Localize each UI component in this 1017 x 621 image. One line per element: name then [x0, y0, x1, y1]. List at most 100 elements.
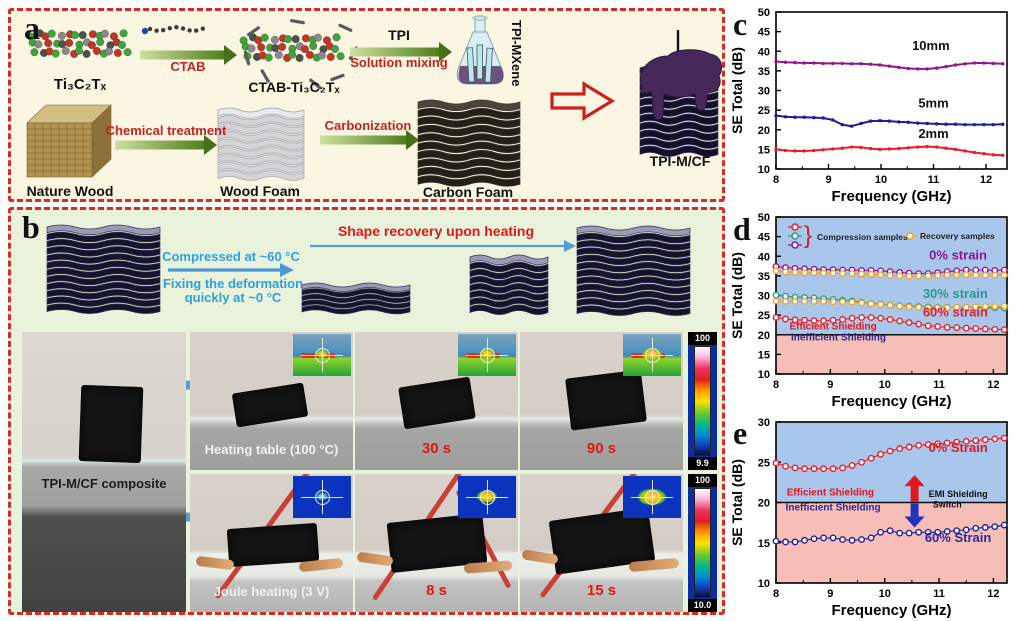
photo-joule-15s: 15 s	[520, 474, 683, 612]
annotation: Inefficient Shielding	[791, 333, 886, 344]
thermal-inset	[458, 476, 516, 518]
y-axis-label: SE Total (dB)	[730, 252, 745, 339]
svg-text:10: 10	[758, 369, 770, 381]
annotation: 0% Strain	[928, 440, 987, 455]
switch-up-arrow	[904, 475, 925, 502]
annotation: 10mm	[912, 38, 950, 53]
annotation: Efficient Shielding	[787, 487, 874, 498]
svg-text:35: 35	[758, 271, 770, 283]
svg-text:10: 10	[879, 379, 891, 391]
chemical-treatment-label: Chemical treatment	[105, 123, 227, 138]
chart-d: 10 15 20 25 30 35 40 45 50 8 9 10 11 12 Frequency (GHz…	[730, 207, 1017, 410]
svg-text:9: 9	[827, 379, 833, 391]
svg-text:12: 12	[987, 588, 999, 600]
svg-text:}: }	[804, 222, 812, 249]
x-axis-label: Frequency (GHz)	[831, 393, 951, 410]
ctab-mxene-label: CTAB-Ti₃C₂Tₓ	[248, 79, 340, 95]
legend-recovery: Recovery samples	[920, 231, 995, 241]
panel-e-letter: e	[733, 415, 748, 451]
svg-text:25: 25	[758, 457, 770, 469]
annotation: 2mm	[918, 126, 948, 141]
colorbar-max: 100	[688, 474, 717, 487]
annotation: 60% strain	[923, 305, 988, 320]
tpi-mxene-label: TPI-MXene	[508, 20, 524, 87]
svg-text:15: 15	[758, 349, 770, 361]
axes-frame	[775, 11, 1008, 170]
copper-electrode	[356, 551, 394, 567]
time-label-90s: 90 s	[586, 440, 617, 457]
y-axis-label: SE Total (dB)	[730, 459, 745, 546]
thermal-inset	[293, 476, 351, 518]
annotation: Efficient Shielding	[789, 322, 876, 333]
svg-text:10: 10	[758, 578, 770, 590]
svg-text:40: 40	[758, 251, 770, 263]
svg-text:15: 15	[758, 538, 770, 550]
svg-text:50: 50	[758, 7, 770, 19]
carbonization-label: Carbonization	[324, 118, 412, 133]
annotation: Switch	[933, 499, 962, 509]
svg-text:20: 20	[758, 498, 770, 510]
svg-text:8: 8	[773, 379, 779, 391]
copper-electrode	[463, 560, 513, 574]
x-axis-label: Frequency (GHz)	[831, 602, 951, 619]
chart-c: 10 15 20 25 30 35 40 45 50 8 9 10 11 12 Frequency (GHz…	[730, 2, 1017, 205]
thermal-inset	[293, 334, 351, 376]
svg-text:8: 8	[773, 174, 779, 186]
svg-text:50: 50	[758, 212, 770, 224]
svg-text:35: 35	[758, 66, 770, 78]
photo-heating-90s: 90 s	[520, 332, 683, 470]
annotation: Inefficient Shielding	[786, 503, 881, 514]
mxene-label: Ti₃C₂Tₓ	[53, 76, 107, 93]
svg-text:30: 30	[758, 417, 770, 429]
photo-composite: TPI-M/CF composite	[22, 332, 186, 612]
ctab-arrow-label: CTAB	[170, 59, 206, 74]
panel-c-letter: c	[733, 6, 748, 42]
time-label-15s: 15 s	[586, 582, 617, 599]
composite-label: TPI-M/CF composite	[41, 476, 167, 491]
annotation: 30% strain	[923, 286, 988, 301]
tpi-m-cf-label: TPI-M/CF	[649, 153, 711, 169]
svg-text:20: 20	[758, 125, 770, 137]
panel-a-letter: a	[24, 10, 40, 46]
photo-joule-0: Joule heating (3 V)	[190, 474, 353, 612]
annotation: 5mm	[918, 95, 948, 110]
joule-heating-label: Joule heating (3 V)	[213, 584, 330, 599]
tpi-arrow-label: TPI	[388, 27, 410, 43]
annotation: 60% Strain	[925, 530, 992, 545]
chart-e: 10 15 20 25 30 8 9 10 11 12 Frequency (GHz) SE Tota…	[730, 412, 1017, 619]
svg-text:9: 9	[825, 174, 831, 186]
svg-text:45: 45	[758, 232, 770, 244]
foam-slab	[565, 369, 647, 431]
svg-text:30: 30	[758, 291, 770, 303]
svg-text:8: 8	[773, 588, 779, 600]
foam-slab	[398, 376, 476, 430]
shape-recovery-label: Shape recovery upon heating	[337, 223, 535, 239]
svg-text:25: 25	[758, 310, 770, 322]
fixing-label-1: Fixing the deformation	[162, 276, 304, 291]
y-axis-label: SE Total (dB)	[730, 47, 745, 134]
region	[776, 334, 1007, 374]
svg-text:11: 11	[933, 588, 945, 600]
svg-text:10: 10	[875, 174, 887, 186]
heating-table-label: Heating table (100 °C)	[204, 442, 339, 457]
foam-slab	[226, 522, 320, 568]
x-axis-label: Frequency (GHz)	[831, 188, 951, 205]
compressed-label: Compressed at ~60 °C	[162, 249, 300, 264]
thermal-inset	[458, 334, 516, 376]
svg-text:12: 12	[987, 379, 999, 391]
colorbar-min: 10.0	[688, 599, 717, 612]
region	[776, 502, 1007, 583]
svg-text:10: 10	[879, 588, 891, 600]
svg-text:10: 10	[758, 164, 770, 176]
svg-text:11: 11	[928, 174, 940, 186]
solution-mixing-label: Solution mixing	[350, 55, 448, 70]
svg-text:12: 12	[980, 174, 992, 186]
svg-text:11: 11	[933, 379, 945, 391]
svg-text:45: 45	[758, 27, 770, 39]
foam-slab	[78, 384, 144, 464]
fixing-label-2: quickly at ~0 °C	[184, 290, 282, 305]
legend-compression: Compression samples	[817, 232, 908, 242]
colorbar-min: 9.9	[688, 457, 717, 470]
colorbar-joule: 100 10.0	[688, 474, 717, 612]
